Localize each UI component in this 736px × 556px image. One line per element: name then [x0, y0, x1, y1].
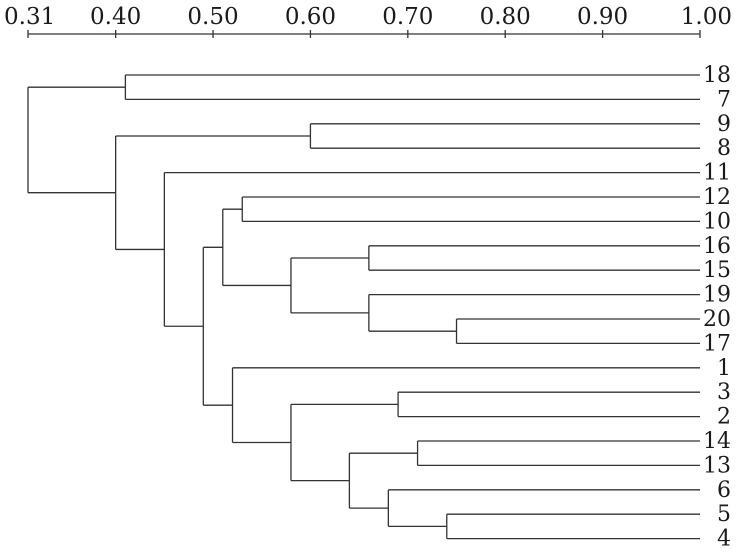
- leaf-label: 12: [703, 185, 731, 210]
- leaf-label: 15: [703, 258, 731, 283]
- scale-tick-label: 0.40: [90, 4, 141, 30]
- leaf-label: 6: [717, 478, 731, 503]
- scale-tick-label: 0.60: [285, 4, 336, 30]
- leaf-label: 2: [717, 405, 731, 430]
- scale-tick-label: 0.31: [4, 4, 55, 30]
- leaf-label: 1: [717, 356, 731, 381]
- leaf-label: 14: [703, 429, 731, 454]
- leaf-label: 5: [717, 502, 731, 527]
- leaf-label: 9: [717, 112, 731, 137]
- leaf-label: 11: [703, 161, 731, 186]
- scale-tick-label: 0.70: [382, 4, 433, 30]
- scale-tick-label: 1.00: [681, 4, 732, 30]
- leaf-label: 10: [703, 209, 731, 234]
- leaf-label: 19: [703, 283, 731, 308]
- scale-tick-label: 0.80: [480, 4, 531, 30]
- leaf-label: 17: [703, 331, 731, 356]
- leaf-label: 4: [717, 527, 731, 552]
- leaf-label: 7: [717, 87, 731, 112]
- dendrogram-branches: [27, 74, 700, 540]
- leaf-label: 18: [703, 63, 731, 88]
- leaf-label: 8: [717, 136, 731, 161]
- leaf-label: 16: [703, 234, 731, 259]
- leaf-label: 3: [717, 380, 731, 405]
- similarity-scale-axis: 0.31 0.40 0.50 0.60 0.70 0.80 0.90 1.00: [4, 4, 732, 38]
- scale-tick-label: 0.50: [187, 4, 238, 30]
- leaf-label: 20: [703, 307, 731, 332]
- scale-tick-label: 0.90: [577, 4, 628, 30]
- leaf-label: 13: [703, 453, 731, 478]
